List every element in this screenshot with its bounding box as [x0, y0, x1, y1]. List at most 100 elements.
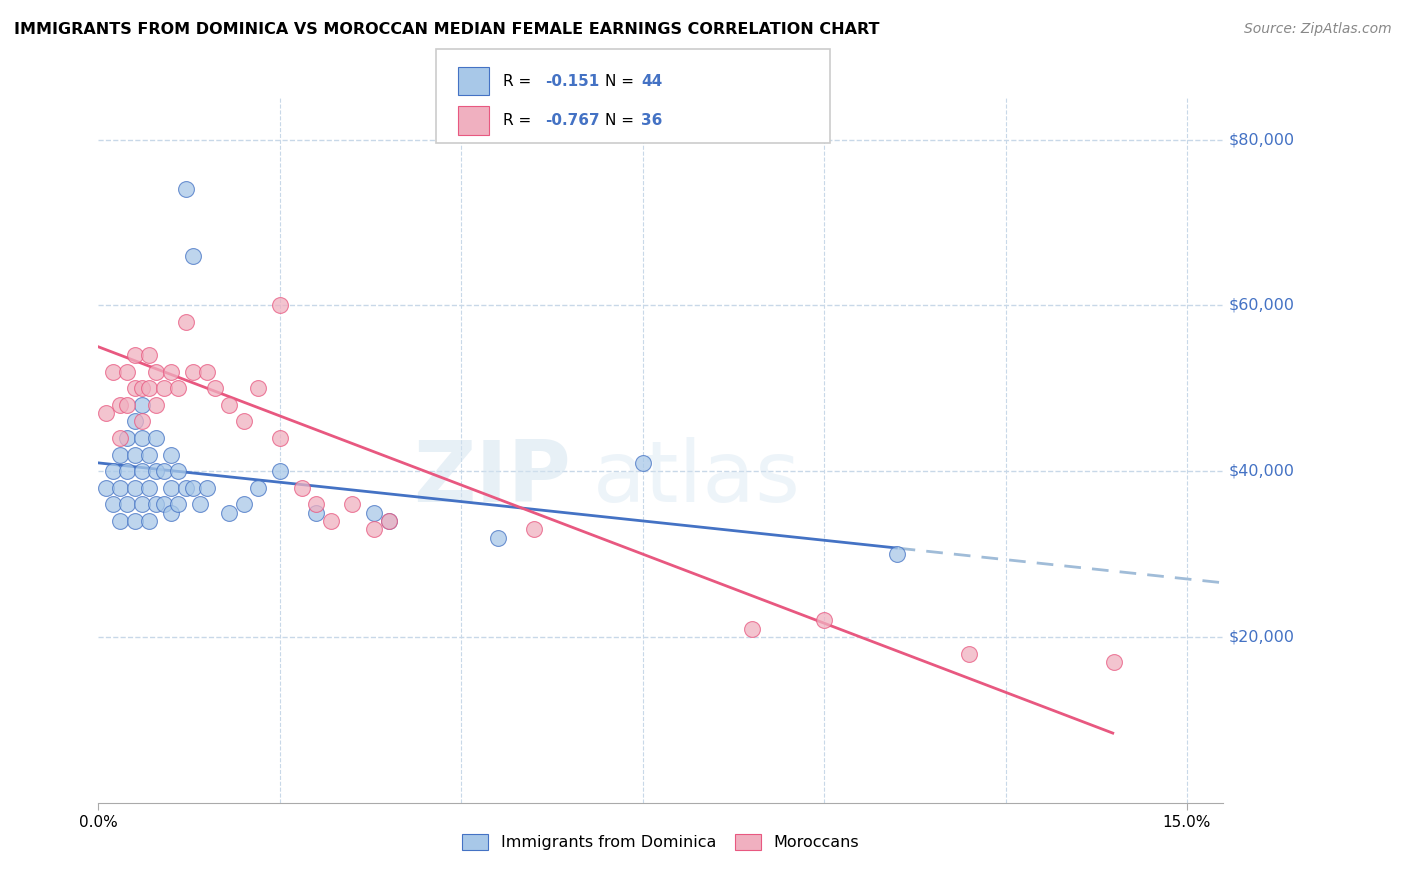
- Point: [269, 464, 291, 478]
- Point: [145, 398, 167, 412]
- Point: [117, 398, 139, 412]
- Point: [319, 514, 342, 528]
- Point: [167, 381, 190, 395]
- Point: [131, 398, 153, 412]
- Point: [377, 514, 399, 528]
- Point: [145, 464, 167, 478]
- Text: 44: 44: [641, 74, 662, 88]
- Text: $40,000: $40,000: [1229, 464, 1295, 479]
- Point: [195, 365, 218, 379]
- Text: -0.767: -0.767: [546, 113, 600, 128]
- Point: [108, 398, 131, 412]
- Text: R =: R =: [503, 113, 537, 128]
- Point: [138, 514, 160, 528]
- Point: [160, 365, 183, 379]
- Point: [145, 497, 167, 511]
- Point: [108, 514, 131, 528]
- Point: [174, 182, 197, 196]
- Point: [181, 481, 204, 495]
- Point: [305, 506, 328, 520]
- Point: [124, 348, 146, 362]
- Point: [232, 497, 254, 511]
- Point: [181, 249, 204, 263]
- Text: ZIP: ZIP: [413, 437, 571, 520]
- Point: [174, 481, 197, 495]
- Point: [124, 448, 146, 462]
- Point: [131, 414, 153, 428]
- Text: $60,000: $60,000: [1229, 298, 1295, 313]
- Point: [269, 298, 291, 312]
- Point: [94, 406, 117, 420]
- Point: [117, 497, 139, 511]
- Point: [195, 481, 218, 495]
- Point: [94, 481, 117, 495]
- Point: [131, 381, 153, 395]
- Point: [101, 464, 124, 478]
- Point: [188, 497, 211, 511]
- Point: [160, 448, 183, 462]
- Point: [108, 448, 131, 462]
- Point: [145, 365, 167, 379]
- Point: [291, 481, 314, 495]
- Point: [486, 531, 509, 545]
- Point: [247, 381, 270, 395]
- Text: R =: R =: [503, 74, 537, 88]
- Legend: Immigrants from Dominica, Moroccans: Immigrants from Dominica, Moroccans: [454, 826, 868, 858]
- Point: [160, 506, 183, 520]
- Text: Source: ZipAtlas.com: Source: ZipAtlas.com: [1244, 22, 1392, 37]
- Point: [101, 365, 124, 379]
- Point: [363, 506, 385, 520]
- Point: [957, 647, 980, 661]
- Text: N =: N =: [605, 74, 638, 88]
- Point: [377, 514, 399, 528]
- Point: [1104, 655, 1126, 669]
- Point: [138, 381, 160, 395]
- Point: [152, 381, 174, 395]
- Point: [167, 497, 190, 511]
- Text: IMMIGRANTS FROM DOMINICA VS MOROCCAN MEDIAN FEMALE EARNINGS CORRELATION CHART: IMMIGRANTS FROM DOMINICA VS MOROCCAN MED…: [14, 22, 880, 37]
- Point: [117, 431, 139, 445]
- Text: -0.151: -0.151: [546, 74, 600, 88]
- Point: [218, 506, 240, 520]
- Point: [181, 365, 204, 379]
- Point: [218, 398, 240, 412]
- Point: [160, 481, 183, 495]
- Point: [631, 456, 654, 470]
- Point: [124, 381, 146, 395]
- Point: [741, 622, 763, 636]
- Point: [138, 448, 160, 462]
- Point: [523, 522, 546, 536]
- Point: [886, 547, 908, 561]
- Point: [152, 497, 174, 511]
- Point: [204, 381, 226, 395]
- Point: [131, 497, 153, 511]
- Point: [117, 464, 139, 478]
- Point: [813, 614, 835, 628]
- Point: [138, 481, 160, 495]
- Point: [167, 464, 190, 478]
- Point: [232, 414, 254, 428]
- Point: [124, 414, 146, 428]
- Text: $20,000: $20,000: [1229, 630, 1295, 645]
- Point: [131, 464, 153, 478]
- Text: $80,000: $80,000: [1229, 132, 1295, 147]
- Point: [145, 431, 167, 445]
- Text: N =: N =: [605, 113, 638, 128]
- Point: [101, 497, 124, 511]
- Point: [363, 522, 385, 536]
- Point: [247, 481, 270, 495]
- Point: [342, 497, 364, 511]
- Text: 36: 36: [641, 113, 662, 128]
- Point: [131, 431, 153, 445]
- Point: [174, 315, 197, 329]
- Point: [269, 431, 291, 445]
- Point: [124, 481, 146, 495]
- Text: atlas: atlas: [593, 437, 801, 520]
- Point: [138, 348, 160, 362]
- Point: [124, 514, 146, 528]
- Point: [108, 481, 131, 495]
- Point: [108, 431, 131, 445]
- Point: [117, 365, 139, 379]
- Point: [305, 497, 328, 511]
- Point: [152, 464, 174, 478]
